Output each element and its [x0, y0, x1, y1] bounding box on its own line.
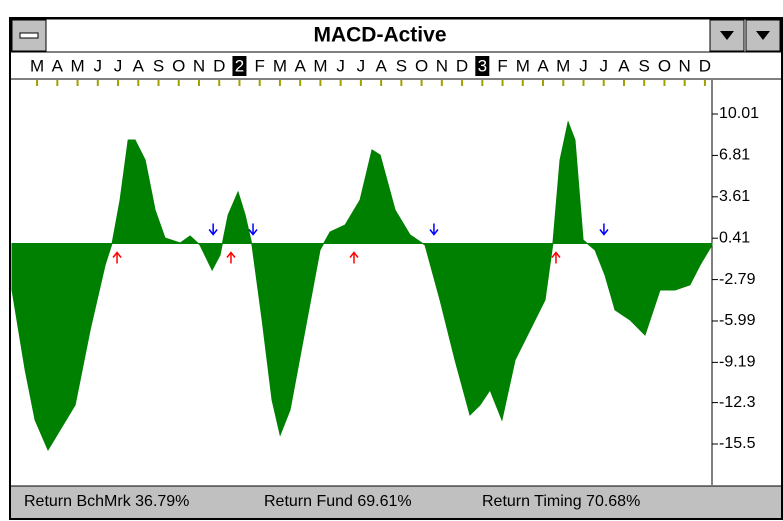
sell-arrow-head: [248, 229, 258, 236]
title-bar: [10, 18, 782, 53]
buy-signal: [112, 251, 122, 264]
x-tick-label: N: [193, 56, 205, 75]
x-tick-label: N: [679, 56, 691, 75]
buy-arrow-head: [112, 251, 122, 258]
x-tick-label: M: [313, 56, 327, 75]
window-title: MACD-Active: [313, 24, 446, 47]
y-tick-label: 10.01: [719, 105, 759, 122]
x-tick-label: 2: [235, 56, 244, 75]
y-tick-label: 3.61: [719, 188, 750, 205]
x-tick-label: S: [153, 56, 164, 75]
x-tick-label: F: [497, 56, 507, 75]
y-tick-label: 0.41: [719, 229, 750, 246]
sell-signal: [208, 223, 218, 236]
status-text: Return Timing 70.68%: [482, 493, 640, 510]
x-tick-label: A: [295, 56, 307, 75]
y-tick-label: -12.3: [719, 394, 756, 411]
x-tick-label: D: [699, 56, 711, 75]
x-tick-label: J: [336, 56, 345, 75]
x-tick-label: N: [436, 56, 448, 75]
macd-area: [11, 120, 713, 452]
x-tick-label: M: [30, 56, 44, 75]
buy-arrow-head: [349, 251, 359, 258]
x-tick-label: O: [415, 56, 428, 75]
x-tick-label: J: [94, 56, 103, 75]
sell-signal: [429, 223, 439, 236]
x-tick-label: A: [133, 56, 145, 75]
buy-signal: [551, 251, 561, 264]
x-tick-label: A: [375, 56, 387, 75]
x-tick-label: J: [114, 56, 123, 75]
year-marker-bg: [475, 56, 490, 76]
status-text: Return Fund 69.61%: [264, 493, 412, 510]
x-tick-label: A: [618, 56, 630, 75]
y-tick-label: -2.79: [719, 271, 756, 288]
status-bar: [11, 486, 781, 518]
sell-arrow-head: [599, 229, 609, 236]
maximize-icon: [756, 31, 770, 40]
x-tick-label: A: [52, 56, 64, 75]
x-tick-label: J: [579, 56, 588, 75]
x-tick-label: A: [537, 56, 549, 75]
minimize-icon: [720, 31, 734, 40]
x-tick-label: O: [172, 56, 185, 75]
x-tick-label: O: [658, 56, 671, 75]
buy-signal: [226, 251, 236, 264]
x-tick-label: J: [357, 56, 366, 75]
x-tick-label: S: [396, 56, 407, 75]
sell-arrow-head: [208, 229, 218, 236]
x-tick-label: 3: [478, 56, 487, 75]
year-marker-bg: [232, 56, 247, 76]
buy-arrow-head: [551, 251, 561, 258]
buy-arrow-head: [226, 251, 236, 258]
y-tick-label: -15.5: [719, 435, 756, 452]
status-text: Return BchMrk 36.79%: [24, 493, 189, 510]
y-tick-label: -9.19: [719, 354, 756, 371]
x-tick-label: S: [639, 56, 650, 75]
sell-signal: [248, 223, 258, 236]
x-tick-label: D: [213, 56, 225, 75]
system-menu-icon: [19, 32, 39, 39]
x-tick-label: F: [255, 56, 265, 75]
x-tick-label: M: [556, 56, 570, 75]
y-tick-label: -5.99: [719, 312, 756, 329]
sell-signal: [599, 223, 609, 236]
x-tick-label: M: [273, 56, 287, 75]
x-tick-label: D: [456, 56, 468, 75]
buy-signal: [349, 251, 359, 264]
y-tick-label: 6.81: [719, 147, 750, 164]
x-tick-label: J: [599, 56, 608, 75]
x-tick-label: M: [516, 56, 530, 75]
x-tick-label: M: [70, 56, 84, 75]
sell-arrow-head: [429, 229, 439, 236]
